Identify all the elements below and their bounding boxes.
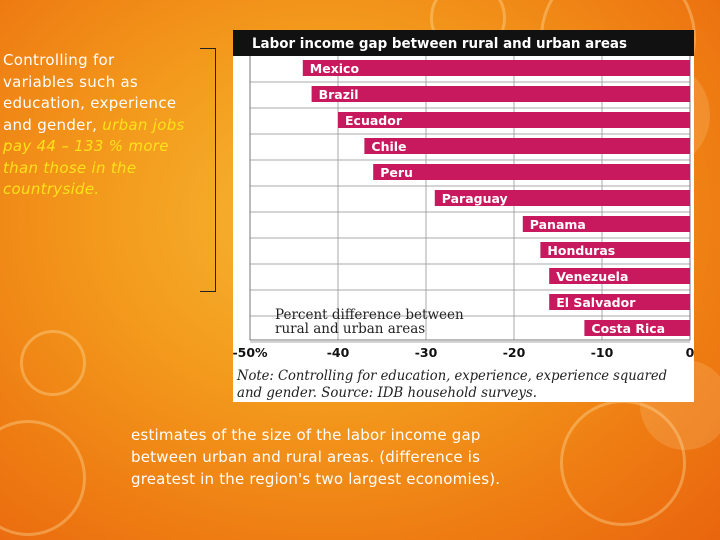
chart: Labor income gap between rural and urban… <box>233 30 694 401</box>
x-tick-label: -40 <box>327 345 350 360</box>
bottom-caption: estimates of the size of the labor incom… <box>131 426 501 488</box>
chart-title: Labor income gap between rural and urban… <box>252 36 627 52</box>
decor-circle <box>20 330 86 396</box>
bar-costa-rica <box>584 320 690 336</box>
chart-title-band <box>233 30 694 56</box>
bar-ecuador <box>338 112 690 128</box>
bar-venezuela <box>549 268 690 284</box>
bar-label: Brazil <box>319 87 359 102</box>
x-tick-label: -10 <box>591 345 614 360</box>
bar-label: Ecuador <box>345 113 403 128</box>
chart-note: and gender. Source: IDB household survey… <box>237 385 537 401</box>
bar-label: Venezuela <box>556 269 628 284</box>
bar-label: Costa Rica <box>591 321 665 336</box>
decor-circle <box>0 420 86 536</box>
bar-label: Peru <box>380 165 413 180</box>
bar-el-salvador <box>549 294 690 310</box>
bar-brazil <box>311 86 690 102</box>
x-tick-label: -20 <box>503 345 526 360</box>
bar-label: El Salvador <box>556 295 636 310</box>
bar-label: Paraguay <box>442 191 508 206</box>
left-annotation-highlight: urban jobs pay 44 – 133 % more than thos… <box>3 115 185 199</box>
bar-mexico <box>302 60 690 76</box>
chart-panel: Labor income gap between rural and urban… <box>233 30 694 402</box>
bar-label: Honduras <box>547 243 615 258</box>
bar-paraguay <box>434 190 690 206</box>
bar-label: Chile <box>371 139 406 154</box>
bar-panama <box>522 216 690 232</box>
bar-peru <box>373 164 690 180</box>
bracket <box>200 48 216 292</box>
bar-chile <box>364 138 690 154</box>
x-tick-label: 0 <box>686 345 694 360</box>
bar-label: Panama <box>530 217 586 232</box>
axis-caption: rural and urban areas <box>275 321 425 337</box>
left-annotation: Controlling for variables such as educat… <box>3 50 188 201</box>
chart-note: Note: Controlling for education, experie… <box>236 368 667 384</box>
x-tick-label: -50% <box>233 345 268 360</box>
x-tick-label: -30 <box>415 345 438 360</box>
bar-honduras <box>540 242 690 258</box>
axis-caption: Percent difference between <box>275 307 464 323</box>
bar-label: Mexico <box>310 61 360 76</box>
left-annotation-plain: Controlling for variables such as educat… <box>3 51 177 134</box>
